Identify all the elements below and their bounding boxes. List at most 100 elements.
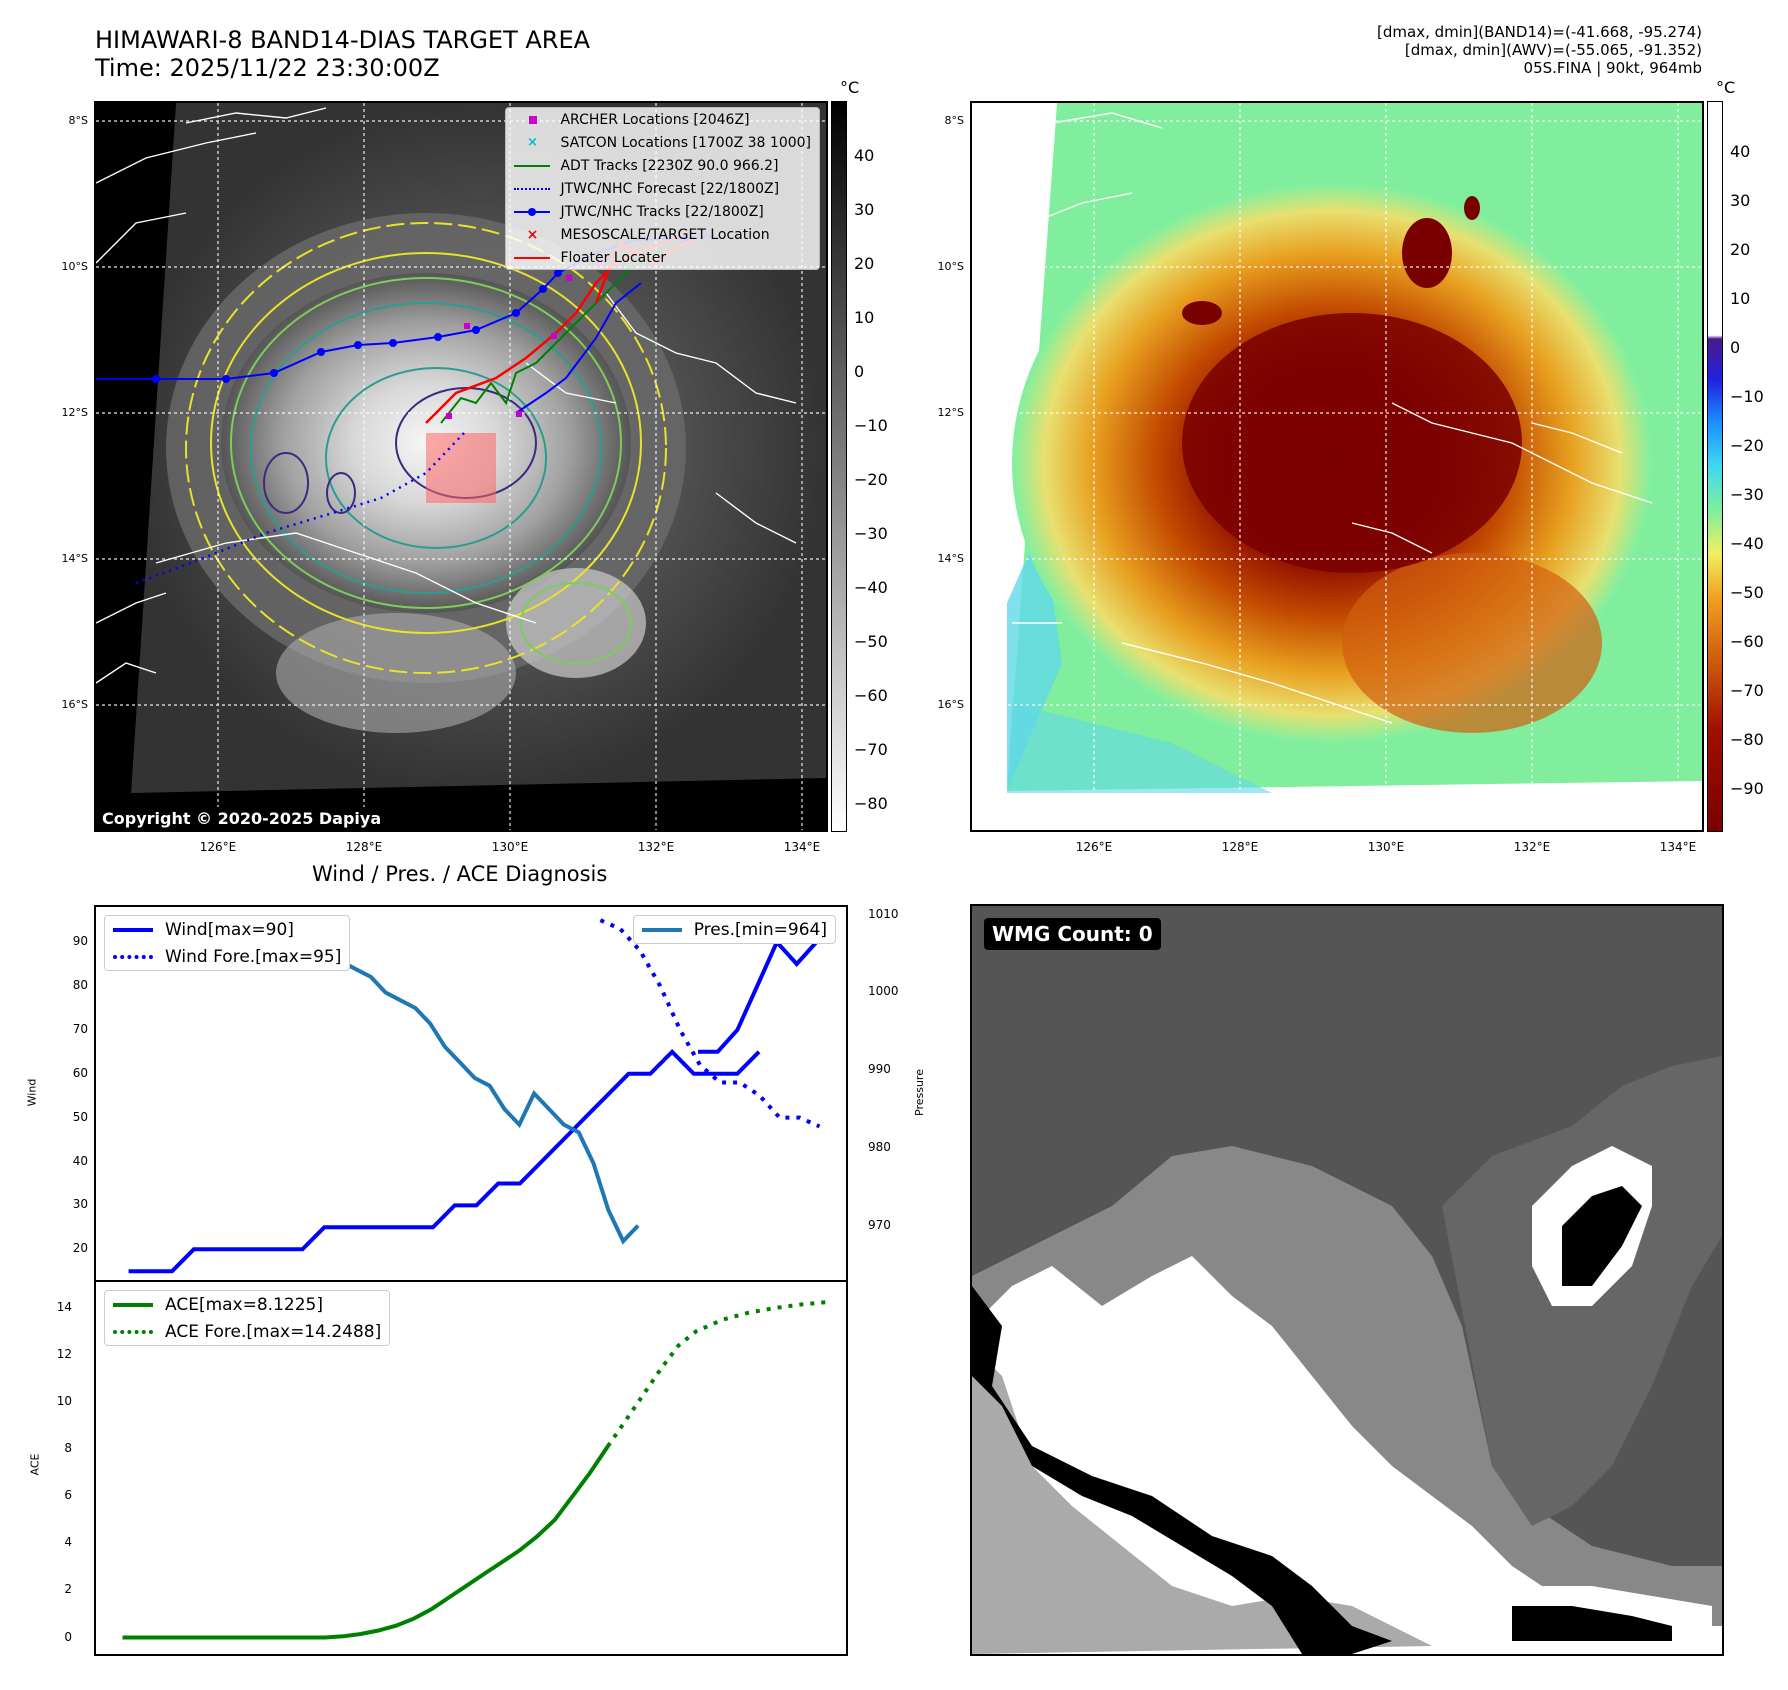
ace-plot <box>122 1300 829 1640</box>
wind-y-tick: 60 <box>72 1065 88 1080</box>
awv-cb-tick: −40 <box>1730 534 1764 553</box>
info-line-2: [dmax, dmin](AWV)=(-55.065, -91.352) <box>1404 41 1702 59</box>
ace-y-tick: 4 <box>64 1535 72 1550</box>
ace-y-tick: 8 <box>64 1441 72 1456</box>
ir-lat-label: 8°S <box>68 114 88 127</box>
awv-satellite-image <box>972 103 1702 830</box>
ir-cb-tick: 0 <box>854 362 865 381</box>
ir-legend: ARCHER Locations [2046Z] × SATCON Locati… <box>505 107 820 270</box>
info-line-1: [dmax, dmin](BAND14)=(-41.668, -95.274) <box>1377 23 1702 41</box>
line-marker-icon <box>641 927 682 932</box>
awv-cb-tick: −60 <box>1730 632 1764 651</box>
ir-lat-label: 16°S <box>61 698 88 711</box>
ir-cb-tick: 30 <box>854 200 875 219</box>
line-marker-icon <box>514 159 551 173</box>
ir-cb-tick: 40 <box>854 146 875 165</box>
legend-item-ace-fore: ACE Fore.[max=14.2488] <box>105 1318 389 1345</box>
ace-legend: ACE[max=8.1225] ACE Fore.[max=14.2488] <box>104 1290 391 1346</box>
title-line-2: Time: 2025/11/22 23:30:00Z <box>95 54 440 82</box>
awv-cb-tick: −70 <box>1730 681 1764 700</box>
ir-satellite-image <box>96 103 826 830</box>
legend-item-wind-fore: Wind Fore.[max=95] <box>105 943 349 970</box>
ace-y-tick: 14 <box>56 1299 72 1314</box>
awv-cb-tick: 20 <box>1730 240 1751 259</box>
ir-lon-label: 128°E <box>345 840 383 854</box>
awv-lon-label: 128°E <box>1221 840 1259 854</box>
ir-lat-label: 10°S <box>61 260 88 273</box>
legend-item-adt: ADT Tracks [2230Z 90.0 966.2] <box>506 154 819 177</box>
dotted-line-icon <box>113 1329 153 1334</box>
info-line-3: 05S.FINA | 90kt, 964mb <box>1523 59 1702 77</box>
awv-cb-tick: 40 <box>1730 142 1751 161</box>
awv-lat-label: 16°S <box>937 698 964 711</box>
square-marker-icon <box>514 113 550 127</box>
main-title: HIMAWARI-8 BAND14-DIAS TARGET AREA Time:… <box>95 26 590 82</box>
wind-y-tick: 40 <box>72 1153 88 1168</box>
ir-lon-label: 132°E <box>637 840 675 854</box>
ir-cb-tick: −40 <box>854 578 888 597</box>
awv-cb-tick: −10 <box>1730 387 1764 406</box>
wind-y-tick: 70 <box>72 1021 88 1036</box>
wind-forecast-line <box>599 918 821 1129</box>
awv-cb-tick: −20 <box>1730 436 1764 455</box>
awv-cb-tick: 0 <box>1730 338 1741 357</box>
ir-cb-tick: −30 <box>854 524 888 543</box>
legend-item-wind: Wind[max=90] <box>105 916 349 943</box>
wmg-panel: WMG Count: 0 <box>970 904 1724 1656</box>
awv-colorbar <box>1707 101 1723 832</box>
awv-lat-label: 8°S <box>944 114 964 127</box>
legend-item-pressure: Pres.[min=964] <box>634 916 835 943</box>
ace-y-tick: 12 <box>56 1346 72 1361</box>
copyright-label: Copyright © 2020-2025 Dapiya <box>96 807 388 830</box>
awv-cb-tick: −30 <box>1730 485 1764 504</box>
wind-pressure-chart: Wind[max=90] Wind Fore.[max=95] Pres.[mi… <box>94 905 848 1282</box>
ace-series-group <box>122 1300 829 1640</box>
awv-lon-label: 134°E <box>1659 840 1697 854</box>
ir-cb-tick: −20 <box>854 470 888 489</box>
ir-cb-tick: −10 <box>854 416 888 435</box>
ace-axis-label: ACE <box>28 1453 42 1476</box>
awv-cb-tick: −80 <box>1730 730 1764 749</box>
wind-line <box>128 1048 761 1274</box>
ace-line <box>122 1445 610 1640</box>
x-marker-icon: × <box>526 226 539 243</box>
wind-y-tick: 20 <box>72 1241 88 1256</box>
ir-lat-label: 14°S <box>61 552 88 565</box>
ir-cb-tick: 10 <box>854 308 875 327</box>
ace-forecast-line <box>606 1300 829 1448</box>
wind-line-tail <box>698 938 818 1054</box>
wind-y-tick: 80 <box>72 977 88 992</box>
wind-y-tick: 30 <box>72 1197 88 1212</box>
legend-item-ace: ACE[max=8.1225] <box>105 1291 389 1318</box>
legend-item-jtwc-tracks: JTWC/NHC Tracks [22/1800Z] <box>506 200 819 223</box>
x-marker-icon: × <box>527 134 538 150</box>
wind-legend: Wind[max=90] Wind Fore.[max=95] <box>104 915 351 971</box>
awv-lat-label: 14°S <box>937 552 964 565</box>
wmg-count-badge: WMG Count: 0 <box>984 918 1161 950</box>
ir-lon-label: 134°E <box>783 840 821 854</box>
wind-series-group <box>128 918 821 1274</box>
legend-item-floater: Floater Locater <box>506 246 819 269</box>
awv-lon-label: 130°E <box>1367 840 1405 854</box>
awv-lon-label: 132°E <box>1513 840 1551 854</box>
pressure-y-tick: 1000 <box>868 984 899 999</box>
awv-cb-tick: −50 <box>1730 583 1764 602</box>
ace-y-tick: 0 <box>64 1629 72 1644</box>
wind-y-tick: 90 <box>72 934 88 949</box>
wind-y-tick: 50 <box>72 1109 88 1124</box>
awv-cb-tick: −90 <box>1730 779 1764 798</box>
ir-cb-tick: −60 <box>854 686 888 705</box>
ir-cb-tick: −80 <box>854 794 888 813</box>
ir-map-panel: ARCHER Locations [2046Z] × SATCON Locati… <box>94 101 828 832</box>
awv-lon-label: 126°E <box>1075 840 1113 854</box>
ace-y-tick: 10 <box>56 1394 72 1409</box>
awv-cb-tick: 30 <box>1730 191 1751 210</box>
diagnosis-title: Wind / Pres. / ACE Diagnosis <box>312 862 608 886</box>
ir-cb-tick: −70 <box>854 740 888 759</box>
ir-cb-tick: 20 <box>854 254 875 273</box>
ace-y-tick: 2 <box>64 1582 72 1597</box>
pressure-axis-label: Pressure <box>912 1069 926 1116</box>
pressure-legend: Pres.[min=964] <box>632 915 836 944</box>
line-marker-icon <box>113 927 153 932</box>
ace-y-tick: 6 <box>64 1488 72 1503</box>
